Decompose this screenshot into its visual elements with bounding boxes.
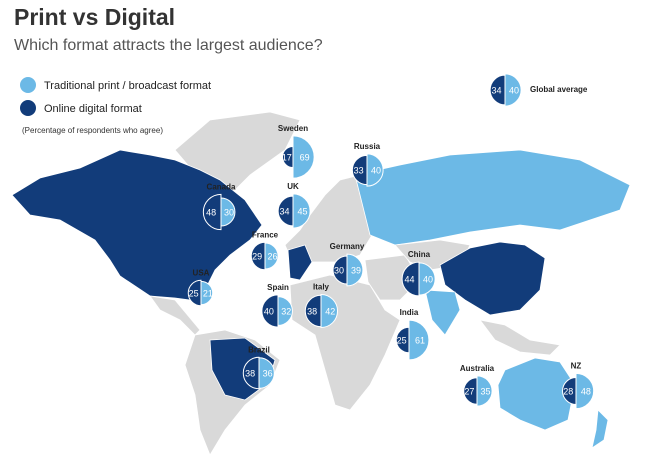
country-name: NZ [571,361,582,370]
digital-value: 28 [563,386,573,396]
print-value: 40 [509,85,519,95]
country-name: India [400,308,419,317]
digital-half [304,294,322,328]
digital-half [332,255,348,285]
print-value: 32 [281,306,291,316]
france-spain [287,244,313,281]
print-value: 69 [300,152,310,162]
print-half [264,242,279,270]
print-value: 35 [481,386,491,396]
country-name: France [252,230,279,239]
print-half [418,262,436,296]
country-name: Italy [313,283,330,292]
print-half [220,197,236,227]
digital-half [401,261,420,297]
print-value: 61 [415,335,425,345]
print-half [476,375,493,407]
country-name: China [408,250,431,259]
legend-print: Traditional print / broadcast format [44,80,211,92]
print-value: 45 [298,206,308,216]
digital-half [463,377,478,405]
digital-half [282,145,294,169]
russia [354,149,631,246]
print-value: 40 [371,165,381,175]
digital-half [562,377,577,405]
legend-swatch-digital [20,100,36,116]
digital-value: 25 [189,288,199,298]
digital-half [277,195,294,227]
digital-half [242,356,260,390]
digital-half [261,294,279,328]
print-half [320,293,339,329]
print-value: 48 [581,386,591,396]
country-name: Brazil [248,345,270,354]
country-name: Germany [330,242,365,251]
digital-half [187,279,202,307]
legend-digital: Online digital format [44,103,142,115]
country-name: USA [193,268,210,277]
world-map [11,111,631,456]
print-value: 39 [351,265,361,275]
print-half [346,253,364,287]
country-name: UK [287,182,299,191]
print-value: 36 [263,368,273,378]
digital-value: 30 [334,265,344,275]
print-half [200,280,214,306]
digital-value: 38 [307,306,317,316]
print-half [366,153,384,187]
new-zealand [591,409,609,449]
digital-value: 17 [282,152,292,162]
print-value: 21 [203,288,213,298]
print-half [292,193,311,229]
china [439,241,546,316]
print-value: 26 [267,251,277,261]
print-half [504,73,522,107]
digital-value: 33 [354,165,364,175]
digital-half [202,193,222,231]
digital-value: 25 [397,335,407,345]
print-half [292,135,315,179]
subtitle: Which format attracts the largest audien… [14,37,323,54]
australia [497,357,576,431]
print-half [277,296,293,326]
central-america [149,295,201,336]
print-value: 40 [423,274,433,284]
title: Print vs Digital [14,4,175,30]
print-half [408,319,430,361]
print-value: 30 [224,207,234,217]
digital-half [489,74,506,106]
india [424,289,461,336]
print-value: 42 [325,306,335,316]
digital-value: 34 [492,85,502,95]
digital-value: 27 [464,386,474,396]
country-name: Sweden [278,124,308,133]
country-name: Canada [207,182,236,191]
country-name: Australia [460,364,495,373]
digital-value: 48 [206,207,216,217]
print-half [575,372,595,410]
north-america [11,149,263,301]
digital-value: 29 [252,251,262,261]
digital-value: 40 [264,306,274,316]
southeast-asia [479,319,561,356]
country-name: Spain [267,283,289,292]
global-average-label: Global average [530,85,588,94]
digital-half [351,154,368,186]
country-name: Russia [354,142,381,151]
print-half [258,357,275,389]
digital-value: 34 [280,206,290,216]
digital-half [250,241,266,271]
legend-swatch-print [20,77,36,93]
digital-value: 44 [405,274,415,284]
digital-value: 38 [245,368,255,378]
legend-note: (Percentage of respondents who agree) [22,126,163,135]
digital-half [395,326,410,354]
